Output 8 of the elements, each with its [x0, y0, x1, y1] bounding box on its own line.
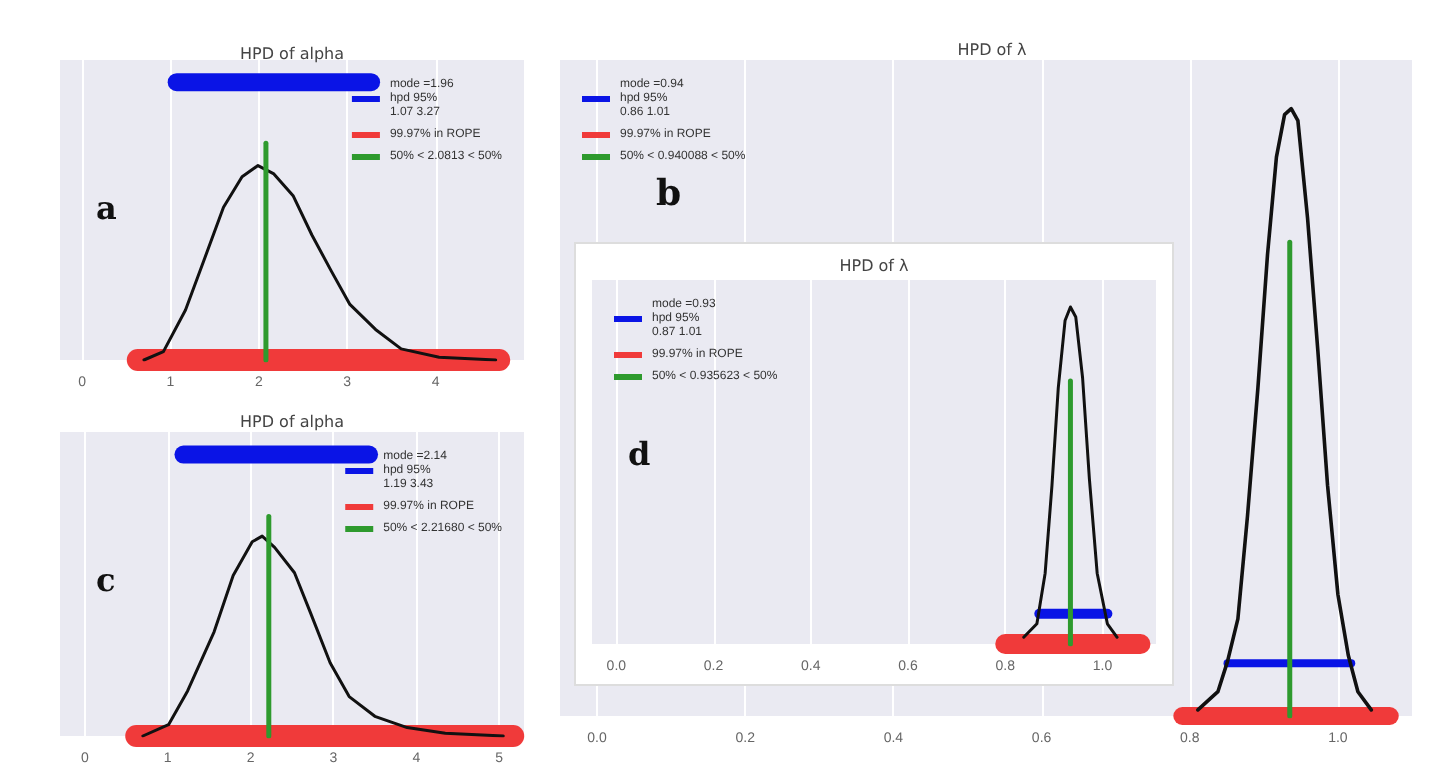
chart-title: HPD of alpha — [240, 45, 345, 63]
annotation: b — [656, 173, 682, 215]
annotation: a — [96, 189, 117, 228]
chart-title: HPD of alpha — [240, 413, 345, 431]
annotation: d — [628, 434, 651, 473]
chart-title: HPD of λ — [957, 41, 1028, 59]
annotation: c — [96, 560, 116, 599]
chart-title: HPD of λ — [839, 257, 910, 275]
